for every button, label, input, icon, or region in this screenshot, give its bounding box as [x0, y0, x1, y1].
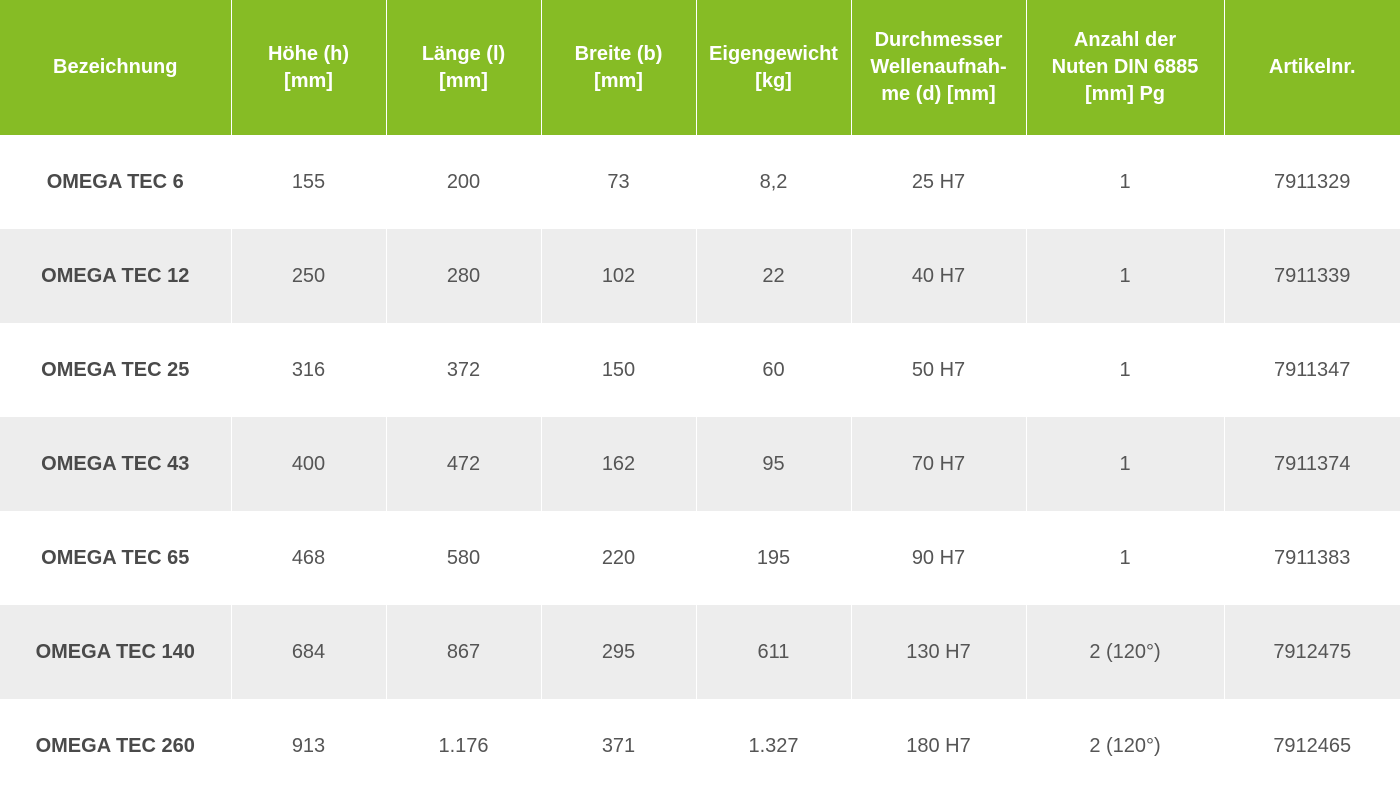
cell-anzahl-nuten: 2 (120°): [1026, 699, 1225, 793]
cell-durchmesser: 90 H7: [851, 511, 1027, 605]
cell-artikelnr: 7911339: [1224, 229, 1400, 323]
cell-bezeichnung: OMEGA TEC 65: [0, 511, 232, 605]
table-row: OMEGA TEC 6 155 200 73 8,2 25 H7 1 7911329: [0, 135, 1400, 229]
cell-laenge: 1.176: [386, 699, 542, 793]
cell-hoehe: 468: [231, 511, 387, 605]
cell-durchmesser: 130 H7: [851, 605, 1027, 699]
table-header: Bezeichnung Höhe (h) [mm] Länge (l) [mm] Brei…: [0, 0, 1400, 135]
header-breite: Breite (b) [mm]: [541, 0, 697, 135]
cell-breite: 150: [541, 323, 697, 417]
cell-anzahl-nuten: 1: [1026, 511, 1225, 605]
cell-anzahl-nuten: 1: [1026, 323, 1225, 417]
cell-laenge: 867: [386, 605, 542, 699]
cell-artikelnr: 7911329: [1224, 135, 1400, 229]
header-label-line: Durchmesser: [874, 29, 1003, 51]
table-row: OMEGA TEC 65 468 580 220 195 90 H7 1 7911383: [0, 511, 1400, 605]
cell-breite: 162: [541, 417, 697, 511]
header-label-line: [kg]: [755, 69, 792, 92]
cell-bezeichnung: OMEGA TEC 6: [0, 135, 232, 229]
cell-bezeichnung: OMEGA TEC 12: [0, 229, 232, 323]
cell-laenge: 372: [386, 323, 542, 417]
header-label-line: Eigengewicht: [709, 42, 838, 65]
cell-bezeichnung: OMEGA TEC 43: [0, 417, 232, 511]
cell-hoehe: 684: [231, 605, 387, 699]
header-label-line: Nuten DIN 6885: [1051, 56, 1199, 78]
cell-hoehe: 250: [231, 229, 387, 323]
cell-laenge: 280: [386, 229, 542, 323]
table-row: OMEGA TEC 43 400 472 162 95 70 H7 1 7911374: [0, 417, 1400, 511]
header-label-line: Höhe (h): [267, 42, 350, 65]
header-bezeichnung: Bezeichnung: [0, 0, 232, 135]
cell-bezeichnung: OMEGA TEC 140: [0, 605, 232, 699]
cell-eigengewicht: 611: [696, 605, 852, 699]
header-laenge: Länge (l) [mm]: [386, 0, 542, 135]
header-label-line: [mm]: [439, 69, 488, 92]
header-label-line: [mm]: [284, 69, 333, 92]
cell-anzahl-nuten: 1: [1026, 135, 1225, 229]
cell-eigengewicht: 8,2: [696, 135, 852, 229]
cell-anzahl-nuten: 1: [1026, 229, 1225, 323]
header-durchmesser: Durchmesser Wellenaufnah-me (d) [mm]: [851, 0, 1027, 135]
header-label-line: Artikelnr.: [1268, 56, 1356, 78]
table-row: OMEGA TEC 12 250 280 102 22 40 H7 1 7911339: [0, 229, 1400, 323]
cell-eigengewicht: 195: [696, 511, 852, 605]
table-row: OMEGA TEC 140 684 867 295 611 130 H7 2 (120°) 7…: [0, 605, 1400, 699]
cell-breite: 371: [541, 699, 697, 793]
cell-artikelnr: 7912465: [1224, 699, 1400, 793]
header-label-line: Länge (l): [421, 42, 506, 65]
table-row: OMEGA TEC 25 316 372 150 60 50 H7 1 7911347: [0, 323, 1400, 417]
header-label-line: [mm]: [594, 69, 643, 92]
cell-eigengewicht: 22: [696, 229, 852, 323]
cell-laenge: 580: [386, 511, 542, 605]
cell-bezeichnung: OMEGA TEC 25: [0, 323, 232, 417]
header-label-line: me (d) [mm]: [881, 83, 996, 105]
header-label-line: Wellenaufnah-: [870, 56, 1007, 78]
cell-anzahl-nuten: 1: [1026, 417, 1225, 511]
cell-artikelnr: 7912475: [1224, 605, 1400, 699]
cell-anzahl-nuten: 2 (120°): [1026, 605, 1225, 699]
header-anzahl-nuten: Anzahl der Nuten DIN 6885 [mm] Pg: [1026, 0, 1225, 135]
table-row: OMEGA TEC 260 913 1.176 371 1.327 180 H7 2 (12…: [0, 699, 1400, 793]
cell-durchmesser: 50 H7: [851, 323, 1027, 417]
table-body: OMEGA TEC 6 155 200 73 8,2 25 H7 1 7911329 OMEGA…: [0, 135, 1400, 793]
cell-durchmesser: 40 H7: [851, 229, 1027, 323]
cell-laenge: 472: [386, 417, 542, 511]
header-label-line: Breite (b): [574, 42, 663, 65]
cell-breite: 102: [541, 229, 697, 323]
cell-breite: 220: [541, 511, 697, 605]
cell-eigengewicht: 1.327: [696, 699, 852, 793]
cell-hoehe: 913: [231, 699, 387, 793]
header-row: Bezeichnung Höhe (h) [mm] Länge (l) [mm] Brei…: [0, 0, 1400, 135]
header-hoehe: Höhe (h) [mm]: [231, 0, 387, 135]
header-artikelnr: Artikelnr.: [1224, 0, 1400, 135]
header-label-line: [mm] Pg: [1085, 83, 1165, 105]
cell-laenge: 200: [386, 135, 542, 229]
cell-eigengewicht: 95: [696, 417, 852, 511]
header-eigengewicht: Eigengewicht [kg]: [696, 0, 852, 135]
cell-artikelnr: 7911374: [1224, 417, 1400, 511]
cell-eigengewicht: 60: [696, 323, 852, 417]
cell-hoehe: 316: [231, 323, 387, 417]
cell-durchmesser: 180 H7: [851, 699, 1027, 793]
cell-breite: 73: [541, 135, 697, 229]
cell-artikelnr: 7911347: [1224, 323, 1400, 417]
cell-artikelnr: 7911383: [1224, 511, 1400, 605]
cell-bezeichnung: OMEGA TEC 260: [0, 699, 232, 793]
cell-hoehe: 155: [231, 135, 387, 229]
header-label-line: Bezeichnung: [53, 56, 178, 78]
cell-durchmesser: 25 H7: [851, 135, 1027, 229]
cell-durchmesser: 70 H7: [851, 417, 1027, 511]
cell-hoehe: 400: [231, 417, 387, 511]
header-label-line: Anzahl der: [1073, 29, 1177, 51]
cell-breite: 295: [541, 605, 697, 699]
